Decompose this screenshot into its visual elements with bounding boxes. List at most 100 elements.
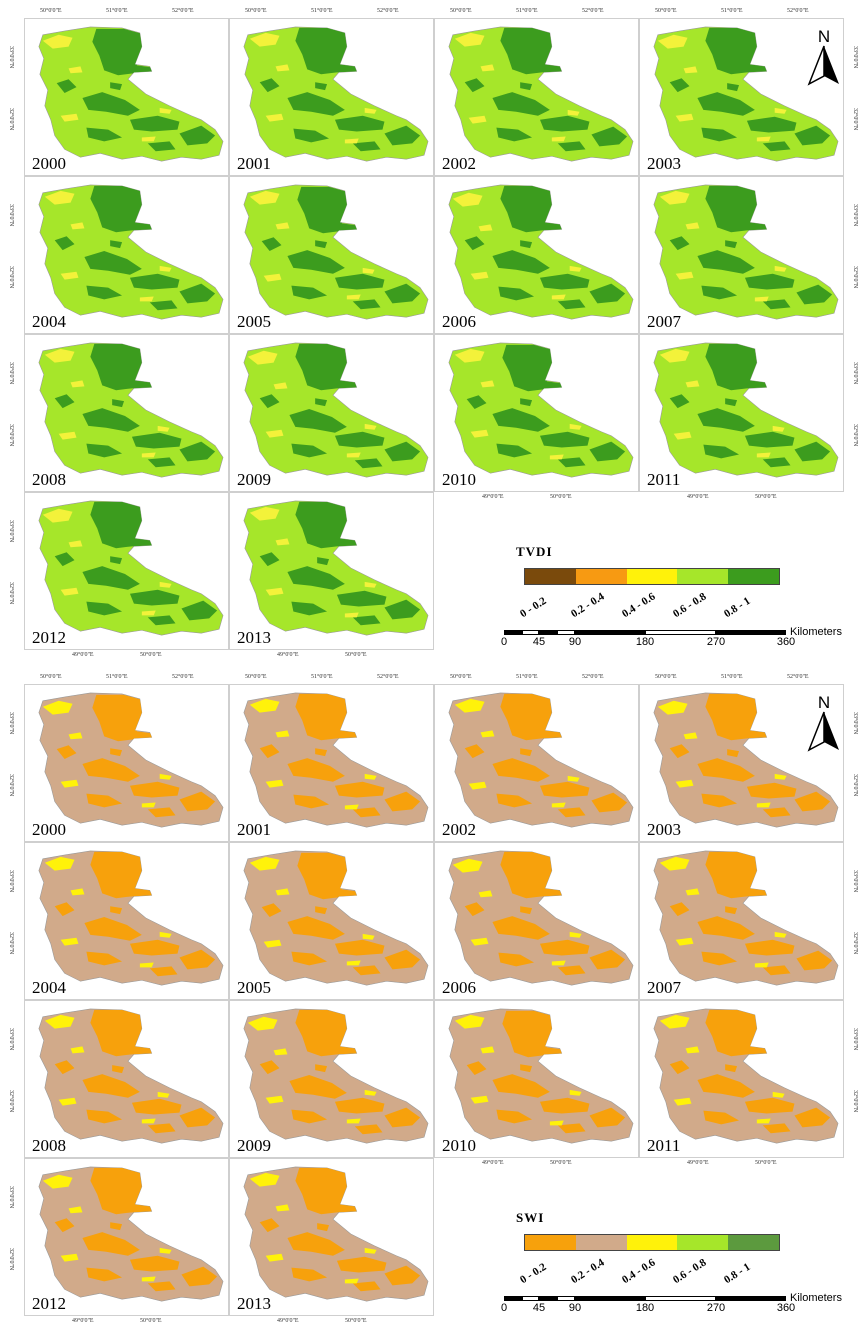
year-label: 2011 xyxy=(647,1136,681,1155)
high-class-patch xyxy=(86,443,123,458)
high-class-patch xyxy=(669,1060,690,1075)
high-class-patch xyxy=(589,1107,626,1128)
north-arrow-icon: N xyxy=(806,692,842,761)
high-class-patch xyxy=(589,949,626,970)
high-class-patch xyxy=(520,1064,533,1073)
high-class-patch xyxy=(131,432,182,449)
low-class-patch xyxy=(42,508,73,523)
scale-bar: 0 45 90 180 270 360 Kilometers xyxy=(500,1292,842,1314)
top-axis-label: 50°0'0"E xyxy=(40,8,62,14)
high-class-patch xyxy=(557,1123,586,1134)
map-panel-2006: 2006 xyxy=(434,842,639,1000)
low-class-patch xyxy=(683,732,698,740)
map-panel-2001: 2001 xyxy=(229,18,434,176)
top-axis-label: 50°0'0"E xyxy=(245,674,267,680)
map-panel-2009: 2009 xyxy=(229,1000,434,1158)
high-class-patch xyxy=(384,1107,421,1128)
low-class-patch xyxy=(774,107,787,114)
right-axis-label: 32°0'0"N xyxy=(852,932,858,955)
high-class-patch xyxy=(129,1255,180,1272)
high-class-patch xyxy=(352,615,381,626)
high-class-patch xyxy=(54,1060,75,1075)
map-panel-2000: 2000 xyxy=(24,18,229,176)
high-class-patch xyxy=(315,398,328,407)
year-label: 2009 xyxy=(237,1136,271,1155)
low-class-patch xyxy=(265,429,284,438)
bottom-axis-label: 50°0'0"E xyxy=(755,1160,777,1166)
map-panel-2006: 2006 xyxy=(434,176,639,334)
high-class-patch xyxy=(697,92,755,116)
high-class-patch xyxy=(149,966,178,977)
map-panel-2003: 2003 xyxy=(639,18,844,176)
high-class-patch xyxy=(697,408,755,432)
low-class-patch xyxy=(44,190,75,205)
region-map xyxy=(653,692,839,828)
low-class-patch xyxy=(567,109,580,116)
low-class-patch xyxy=(659,856,690,871)
year-label: 2002 xyxy=(442,820,476,839)
high-class-patch xyxy=(147,1281,176,1292)
low-class-patch xyxy=(470,1095,489,1104)
scale-tick-label: 270 xyxy=(706,1302,726,1314)
high-class-patch xyxy=(352,141,381,152)
low-class-patch xyxy=(480,730,495,738)
map-panel-2000: 2000 xyxy=(24,684,229,842)
high-class-patch xyxy=(589,283,626,304)
high-class-patch xyxy=(502,344,564,392)
high-class-patch xyxy=(557,807,586,818)
low-class-patch xyxy=(774,773,787,780)
high-class-patch xyxy=(725,1064,738,1073)
high-class-patch xyxy=(293,128,330,143)
scale-tick-label: 0 xyxy=(500,1302,508,1314)
region-map xyxy=(38,1166,224,1302)
year-label: 2000 xyxy=(32,154,66,173)
high-class-patch xyxy=(384,599,421,620)
low-class-patch xyxy=(275,64,290,72)
high-class-patch xyxy=(84,251,142,275)
low-class-patch xyxy=(774,265,787,272)
high-class-patch xyxy=(334,431,385,448)
region-map xyxy=(653,1008,839,1144)
high-class-patch xyxy=(179,1107,216,1128)
high-class-patch xyxy=(669,394,690,409)
low-class-patch xyxy=(265,779,284,788)
high-class-patch xyxy=(110,556,123,565)
map-panel-2012: 2012 xyxy=(24,1158,229,1316)
low-class-patch xyxy=(480,380,495,388)
high-class-patch xyxy=(496,443,533,458)
year-label: 2002 xyxy=(442,154,476,173)
year-label: 2003 xyxy=(647,154,681,173)
high-class-patch xyxy=(82,1074,140,1098)
low-class-patch xyxy=(659,1014,690,1029)
high-class-patch xyxy=(291,951,328,966)
year-label: 2006 xyxy=(442,978,476,997)
scale-bar: 0 45 90 180 270 360 Kilometers xyxy=(501,626,842,648)
high-class-patch xyxy=(705,693,767,741)
high-class-patch xyxy=(82,1232,140,1256)
left-axis-label: 32°0'0"N xyxy=(8,108,14,131)
high-class-patch xyxy=(259,394,280,409)
top-axis-label: 52°0'0"E xyxy=(377,674,399,680)
high-class-patch xyxy=(557,457,586,468)
high-class-patch xyxy=(90,501,152,549)
high-class-patch xyxy=(293,794,330,809)
top-axis-label: 50°0'0"E xyxy=(450,8,472,14)
bottom-axis-label: 50°0'0"E xyxy=(345,1318,367,1324)
high-class-patch xyxy=(352,1281,381,1292)
high-class-patch xyxy=(84,917,142,941)
low-class-patch xyxy=(346,960,361,966)
high-class-patch xyxy=(56,745,77,760)
low-class-patch xyxy=(344,804,359,810)
right-axis-label: 33°0'0"N xyxy=(852,46,858,69)
high-class-patch xyxy=(727,749,740,758)
scale-segment xyxy=(522,1296,539,1301)
low-class-patch xyxy=(58,1097,77,1106)
high-class-patch xyxy=(697,916,755,940)
svg-text:N: N xyxy=(818,27,830,46)
high-class-patch xyxy=(591,792,628,813)
high-class-patch xyxy=(703,444,740,459)
right-axis-label: 32°0'0"N xyxy=(852,774,858,797)
low-class-patch xyxy=(139,962,154,968)
low-class-patch xyxy=(42,1174,73,1189)
high-class-patch xyxy=(147,1123,176,1134)
